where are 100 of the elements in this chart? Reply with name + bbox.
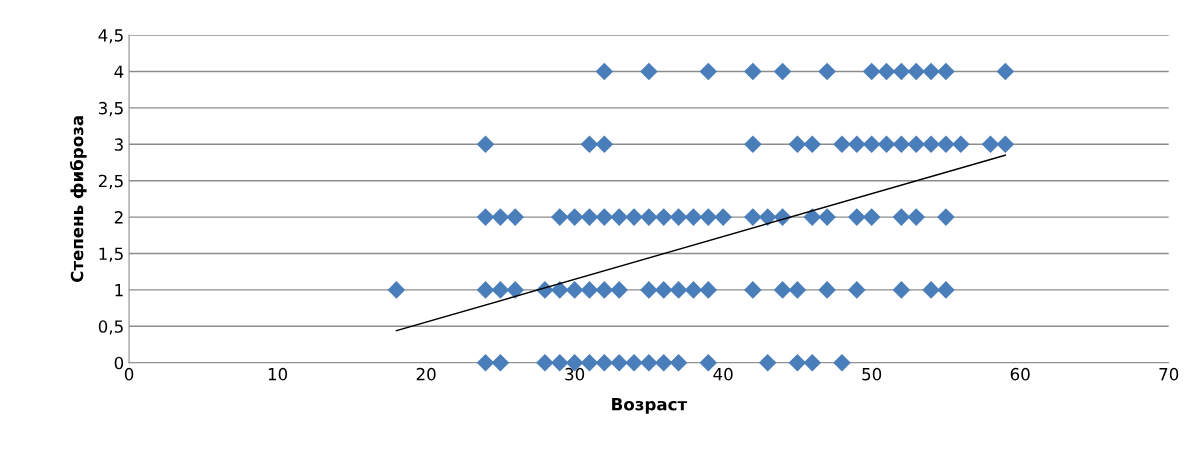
- y-axis-title: Степень фиброза: [69, 116, 87, 283]
- x-tick-label: 40: [713, 367, 733, 381]
- point: [506, 281, 524, 299]
- point: [580, 135, 599, 154]
- point: [788, 281, 807, 299]
- y-tick-label: 2,5: [98, 174, 123, 189]
- x-tick-label: 70: [1159, 367, 1179, 381]
- x-axis-title: Возраст: [612, 398, 688, 414]
- point: [565, 281, 584, 299]
- point: [595, 281, 614, 299]
- point: [996, 135, 1015, 154]
- point: [610, 281, 628, 299]
- point: [907, 62, 926, 81]
- point: [877, 135, 896, 154]
- point: [387, 281, 406, 299]
- point: [758, 208, 777, 226]
- point: [550, 281, 569, 299]
- point: [476, 135, 495, 154]
- point: [922, 135, 940, 154]
- point: [654, 281, 673, 299]
- point: [848, 135, 866, 154]
- point: [506, 208, 524, 226]
- point: [892, 208, 911, 226]
- point: [565, 208, 584, 226]
- point: [937, 135, 955, 154]
- point: [758, 353, 777, 372]
- point: [654, 208, 673, 226]
- point: [744, 135, 762, 154]
- point: [491, 281, 510, 299]
- point: [848, 208, 866, 226]
- point: [640, 353, 658, 372]
- point: [699, 281, 718, 299]
- point: [877, 62, 896, 81]
- point: [595, 62, 614, 81]
- point: [818, 62, 836, 81]
- point: [803, 353, 822, 372]
- point: [625, 353, 643, 372]
- point: [773, 62, 792, 81]
- point: [580, 208, 599, 226]
- point: [744, 281, 762, 299]
- point: [669, 208, 688, 226]
- point: [595, 135, 614, 154]
- point: [803, 135, 822, 154]
- point: [862, 62, 881, 81]
- x-tick-label: 60: [1010, 367, 1030, 381]
- point: [640, 208, 658, 226]
- point: [640, 281, 658, 299]
- point: [684, 281, 703, 299]
- point: [922, 281, 940, 299]
- x-tick-label: 10: [268, 367, 288, 381]
- point: [699, 62, 718, 81]
- point: [892, 281, 911, 299]
- point: [476, 353, 495, 372]
- y-tick-label: 3,5: [98, 101, 123, 117]
- point: [744, 62, 762, 81]
- point: [892, 135, 911, 154]
- point: [996, 62, 1015, 81]
- point: [714, 208, 732, 226]
- point: [491, 353, 510, 372]
- point: [625, 208, 643, 226]
- point: [536, 353, 554, 372]
- point: [892, 62, 911, 81]
- point: [610, 353, 628, 372]
- y-tick-label: 4: [114, 65, 124, 78]
- point: [595, 353, 614, 372]
- point: [788, 353, 807, 372]
- point: [907, 208, 926, 226]
- point: [862, 208, 881, 226]
- point: [818, 208, 836, 226]
- point: [580, 281, 599, 299]
- point: [907, 135, 926, 154]
- point: [848, 281, 866, 299]
- point: [476, 281, 495, 299]
- point: [669, 353, 688, 372]
- x-tick-label: 50: [862, 367, 882, 381]
- x-tick-label: 0: [124, 367, 134, 381]
- point: [550, 208, 569, 226]
- point: [654, 353, 673, 372]
- point: [595, 208, 614, 226]
- point: [937, 62, 955, 81]
- point: [610, 208, 628, 226]
- x-tick-label: 30: [565, 367, 585, 381]
- y-tick-label: 1,5: [99, 247, 123, 262]
- point: [803, 208, 822, 226]
- point: [744, 208, 762, 226]
- y-tick-label: 4,5: [98, 29, 123, 44]
- y-tick-label: 0,5: [98, 320, 123, 335]
- point: [684, 208, 703, 226]
- point: [669, 281, 688, 299]
- point: [773, 281, 792, 299]
- point: [818, 281, 836, 299]
- y-tick-label: 0: [114, 356, 124, 370]
- point: [699, 208, 718, 226]
- point: [833, 353, 851, 372]
- point: [862, 135, 881, 154]
- x-tick-label: 20: [416, 367, 436, 381]
- point: [476, 208, 495, 226]
- point: [981, 135, 1000, 154]
- y-tick-label: 1: [115, 284, 123, 297]
- y-tick-label: 2: [114, 211, 123, 224]
